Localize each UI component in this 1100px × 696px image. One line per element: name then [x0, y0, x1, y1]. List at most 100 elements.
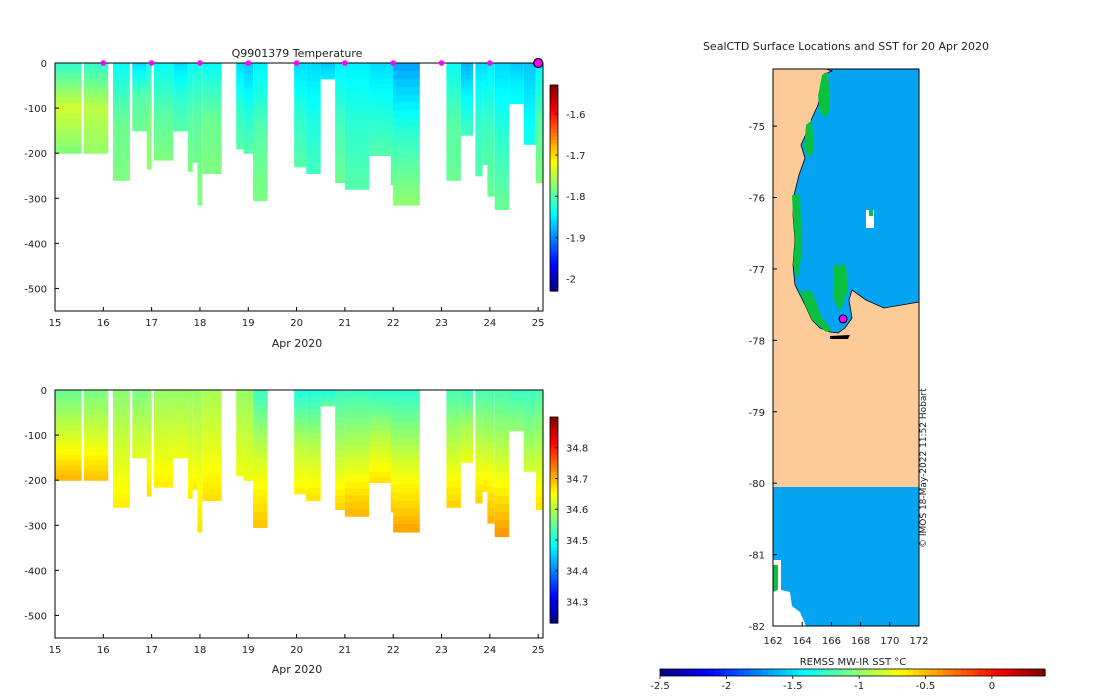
colorbar-segment — [550, 170, 558, 175]
temperature-profile-cell — [523, 117, 536, 123]
salinity-profile-cell — [460, 450, 473, 455]
temperature-profile-cell — [187, 165, 193, 172]
salinity-profile-cell — [369, 400, 394, 406]
colorbar-segment — [550, 612, 558, 617]
salinity-profile-cell — [335, 456, 345, 464]
colorbar-segment — [550, 547, 558, 552]
salinity-profile-cell — [369, 451, 394, 458]
temperature-profile-cell — [84, 68, 109, 74]
temperature-profile-cell — [446, 76, 461, 84]
temperature-profile-cell — [320, 65, 336, 68]
temperature-profile-cell — [113, 141, 130, 149]
salinity-profile-cell — [192, 390, 198, 397]
temperature-profile-cell — [253, 131, 268, 140]
salinity-profile-cell — [335, 502, 345, 511]
salinity-profile-cell — [84, 430, 109, 436]
temperature-profile-cell — [494, 193, 510, 202]
colorbar-segment — [550, 146, 558, 151]
colorbar-segment — [550, 270, 558, 275]
salinity-profile-cell — [460, 458, 473, 463]
map-x-tick-label: 172 — [909, 636, 928, 647]
salinity-profile-cell — [523, 394, 536, 400]
salinity-profile-cell — [482, 423, 490, 430]
profile-marker — [342, 60, 348, 66]
salinity-profile-cell — [523, 430, 536, 436]
temperature-profile-cell — [55, 93, 82, 99]
sst-colorbar-segment — [858, 669, 866, 676]
salinity-profile-cell — [154, 411, 174, 418]
temperature-profile-cell — [475, 144, 483, 152]
temperature-profile-cell — [509, 76, 524, 80]
coastal-green-patch — [818, 72, 830, 118]
salinity-profile-cell — [369, 446, 394, 453]
salinity-profile-cell — [535, 463, 543, 471]
salinity-profile-cell — [535, 489, 543, 497]
salinity-profile-cell — [393, 413, 420, 423]
salinity-profile-cell — [494, 487, 510, 497]
salinity-profile-cell — [494, 528, 510, 538]
salinity-profile-cell — [243, 470, 254, 476]
temperature-profile-cell — [494, 160, 510, 170]
salinity-profile-cell — [460, 410, 473, 415]
salinity-profile-cell — [320, 403, 336, 405]
temperature-profile-cell — [446, 141, 461, 149]
salinity-profile-cell — [460, 446, 473, 451]
salinity-profile-cell — [192, 445, 198, 452]
salinity-profile-cell — [253, 397, 268, 406]
temperature-profile-cell — [192, 63, 198, 70]
temperature-profile-cell — [146, 98, 152, 105]
salinity-profile-cell — [243, 390, 254, 396]
colorbar-segment — [550, 133, 558, 138]
colorbar-segment — [550, 554, 558, 559]
temperature-profile-cell — [306, 106, 321, 113]
colorbar-segment — [550, 523, 558, 528]
temperature-profile-cell — [393, 181, 420, 190]
temperature-profile-cell — [306, 136, 321, 144]
temperature-profile-cell — [202, 99, 222, 107]
x-tick-label: 18 — [194, 645, 207, 656]
salinity-profile-cell — [113, 461, 130, 469]
temperature-profile-cell — [146, 92, 152, 99]
salinity-profile-cell — [173, 446, 188, 451]
temperature-profile-cell — [509, 87, 524, 91]
salinity-profile-cell — [236, 470, 244, 477]
salinity-profile-cell — [306, 426, 321, 434]
salinity-profile-cell — [369, 456, 394, 463]
salinity-profile-cell — [113, 409, 130, 417]
salinity-profile-cell — [460, 394, 473, 399]
salinity-profile-cell — [202, 457, 222, 465]
salinity-profile-cell — [320, 400, 336, 402]
y-tick-label: 0 — [41, 386, 47, 397]
temperature-profile-cell — [236, 67, 244, 74]
salinity-profile-cell — [55, 390, 82, 396]
salinity-profile-cell — [146, 407, 152, 415]
temperature-profile-cell — [197, 94, 203, 104]
salinity-profile-cell — [509, 421, 524, 425]
temperature-profile-cell — [132, 111, 147, 117]
temperature-profile-cell — [475, 125, 483, 133]
sst-colorbar-tick-label: -2.5 — [650, 681, 670, 692]
colorbar-tick-label: 34.3 — [566, 597, 588, 608]
salinity-profile-cell — [192, 450, 198, 457]
temperature-profile-cell — [482, 130, 490, 137]
temperature-profile-cell — [173, 126, 188, 132]
temperature-profile-cell — [55, 68, 82, 74]
salinity-profile-cell — [202, 420, 222, 428]
temperature-profile-cell — [197, 118, 203, 127]
temperature-profile-cell — [55, 63, 82, 69]
salinity-profile-cell — [482, 446, 490, 453]
salinity-profile-cell — [202, 433, 222, 440]
temperature-profile-cell — [55, 128, 82, 134]
temperature-profile-cell — [482, 96, 490, 103]
temperature-profile-cell — [523, 85, 536, 91]
salinity-profile-cell — [344, 453, 370, 461]
temperature-profile-cell — [132, 93, 147, 98]
temperature-profile-cell — [482, 125, 490, 132]
colorbar-segment — [550, 242, 558, 247]
temperature-profile-cell — [475, 106, 483, 114]
coastal-green-patch — [804, 120, 814, 158]
colorbar-segment — [550, 485, 558, 490]
temperature-profile-cell — [509, 72, 524, 75]
salinity-profile-cell — [236, 399, 244, 405]
salinity-profile-cell — [146, 484, 152, 491]
